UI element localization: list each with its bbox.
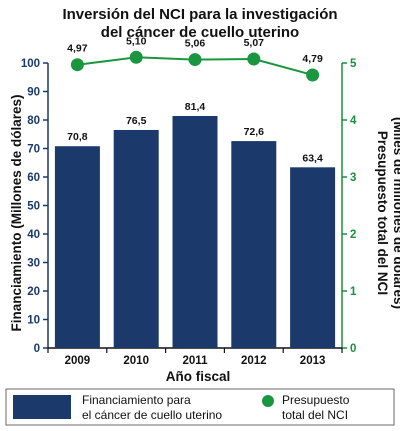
budget-point: [306, 68, 320, 82]
x-axis-title: Año fiscal: [166, 369, 231, 384]
y2-tick-label: 4: [350, 115, 357, 127]
chart-title-line-1: Inversión del NCI para la investigación: [62, 6, 337, 23]
y2-axis-title-line-1: Presupuesto total del NCI: [375, 131, 390, 295]
y-axis-title: Financiamiento (Millones de dólares): [9, 94, 24, 331]
y-tick-label: 80: [27, 115, 40, 127]
budget-point-label: 5,06: [185, 38, 206, 50]
legend-swatch-line: [262, 395, 274, 407]
legend-label-bar-line-2: el cáncer de cuello uterino: [82, 408, 222, 422]
budget-point: [188, 53, 202, 67]
bar-value-label: 72,6: [244, 126, 265, 138]
budget-point-label: 5,07: [244, 37, 265, 49]
bar-value-label: 70,8: [67, 131, 88, 143]
budget-point-label: 5,10: [126, 35, 147, 47]
bar: [113, 129, 159, 348]
legend-frame: [5, 388, 395, 426]
budget-point: [70, 58, 84, 72]
y2-tick-label: 1: [350, 286, 357, 298]
y-tick-label: 20: [27, 286, 40, 298]
y2-axis-title-line-2: (Miles de millones de dólares): [391, 117, 400, 309]
y2-tick-label: 0: [350, 343, 356, 355]
chart-title-line-2: del cáncer de cuello uterino: [101, 24, 299, 41]
budget-point-label: 4,79: [302, 53, 323, 65]
bar-value-label: 81,4: [185, 101, 206, 113]
x-tick-label: 2013: [300, 355, 326, 367]
budget-point: [129, 50, 143, 64]
legend-swatch-bar: [13, 395, 71, 419]
y-tick-label: 70: [27, 144, 40, 156]
x-tick-label: 2009: [65, 355, 91, 367]
bar: [231, 141, 277, 348]
bar: [54, 146, 100, 348]
x-tick-label: 2011: [183, 355, 209, 367]
budget-point: [247, 52, 261, 66]
y-tick-label: 10: [27, 315, 40, 327]
legend-label-bar-line-1: Financiamiento para: [82, 393, 191, 407]
bar-value-label: 76,5: [126, 115, 147, 127]
budget-point-label: 4,97: [67, 43, 88, 55]
legend: Financiamiento para el cáncer de cuello …: [5, 388, 395, 426]
legend-label-line-line-2: total del NCI: [282, 408, 348, 422]
y-tick-label: 30: [27, 258, 40, 270]
legend-label-line-line-1: Presupuesto: [282, 393, 350, 407]
y-tick-label: 0: [34, 343, 40, 355]
bar: [172, 116, 218, 348]
plot-area: 0 10 20 30 40 50 60 70 80 90 100 0 1 2 3 4 5 2009 2010 2011…: [21, 35, 357, 367]
bar-value-label: 63,4: [302, 152, 323, 164]
y-tick-label: 40: [27, 229, 40, 241]
x-tick-label: 2010: [123, 355, 149, 367]
y-tick-label: 90: [27, 87, 40, 99]
y-tick-label: 50: [27, 201, 40, 213]
y-tick-label: 60: [27, 172, 40, 184]
y2-tick-label: 2: [350, 229, 356, 241]
bar: [290, 167, 336, 348]
y2-tick-label: 3: [350, 172, 356, 184]
y2-tick-label: 5: [350, 58, 357, 70]
y-tick-label: 100: [21, 58, 40, 70]
x-tick-label: 2012: [241, 355, 267, 367]
